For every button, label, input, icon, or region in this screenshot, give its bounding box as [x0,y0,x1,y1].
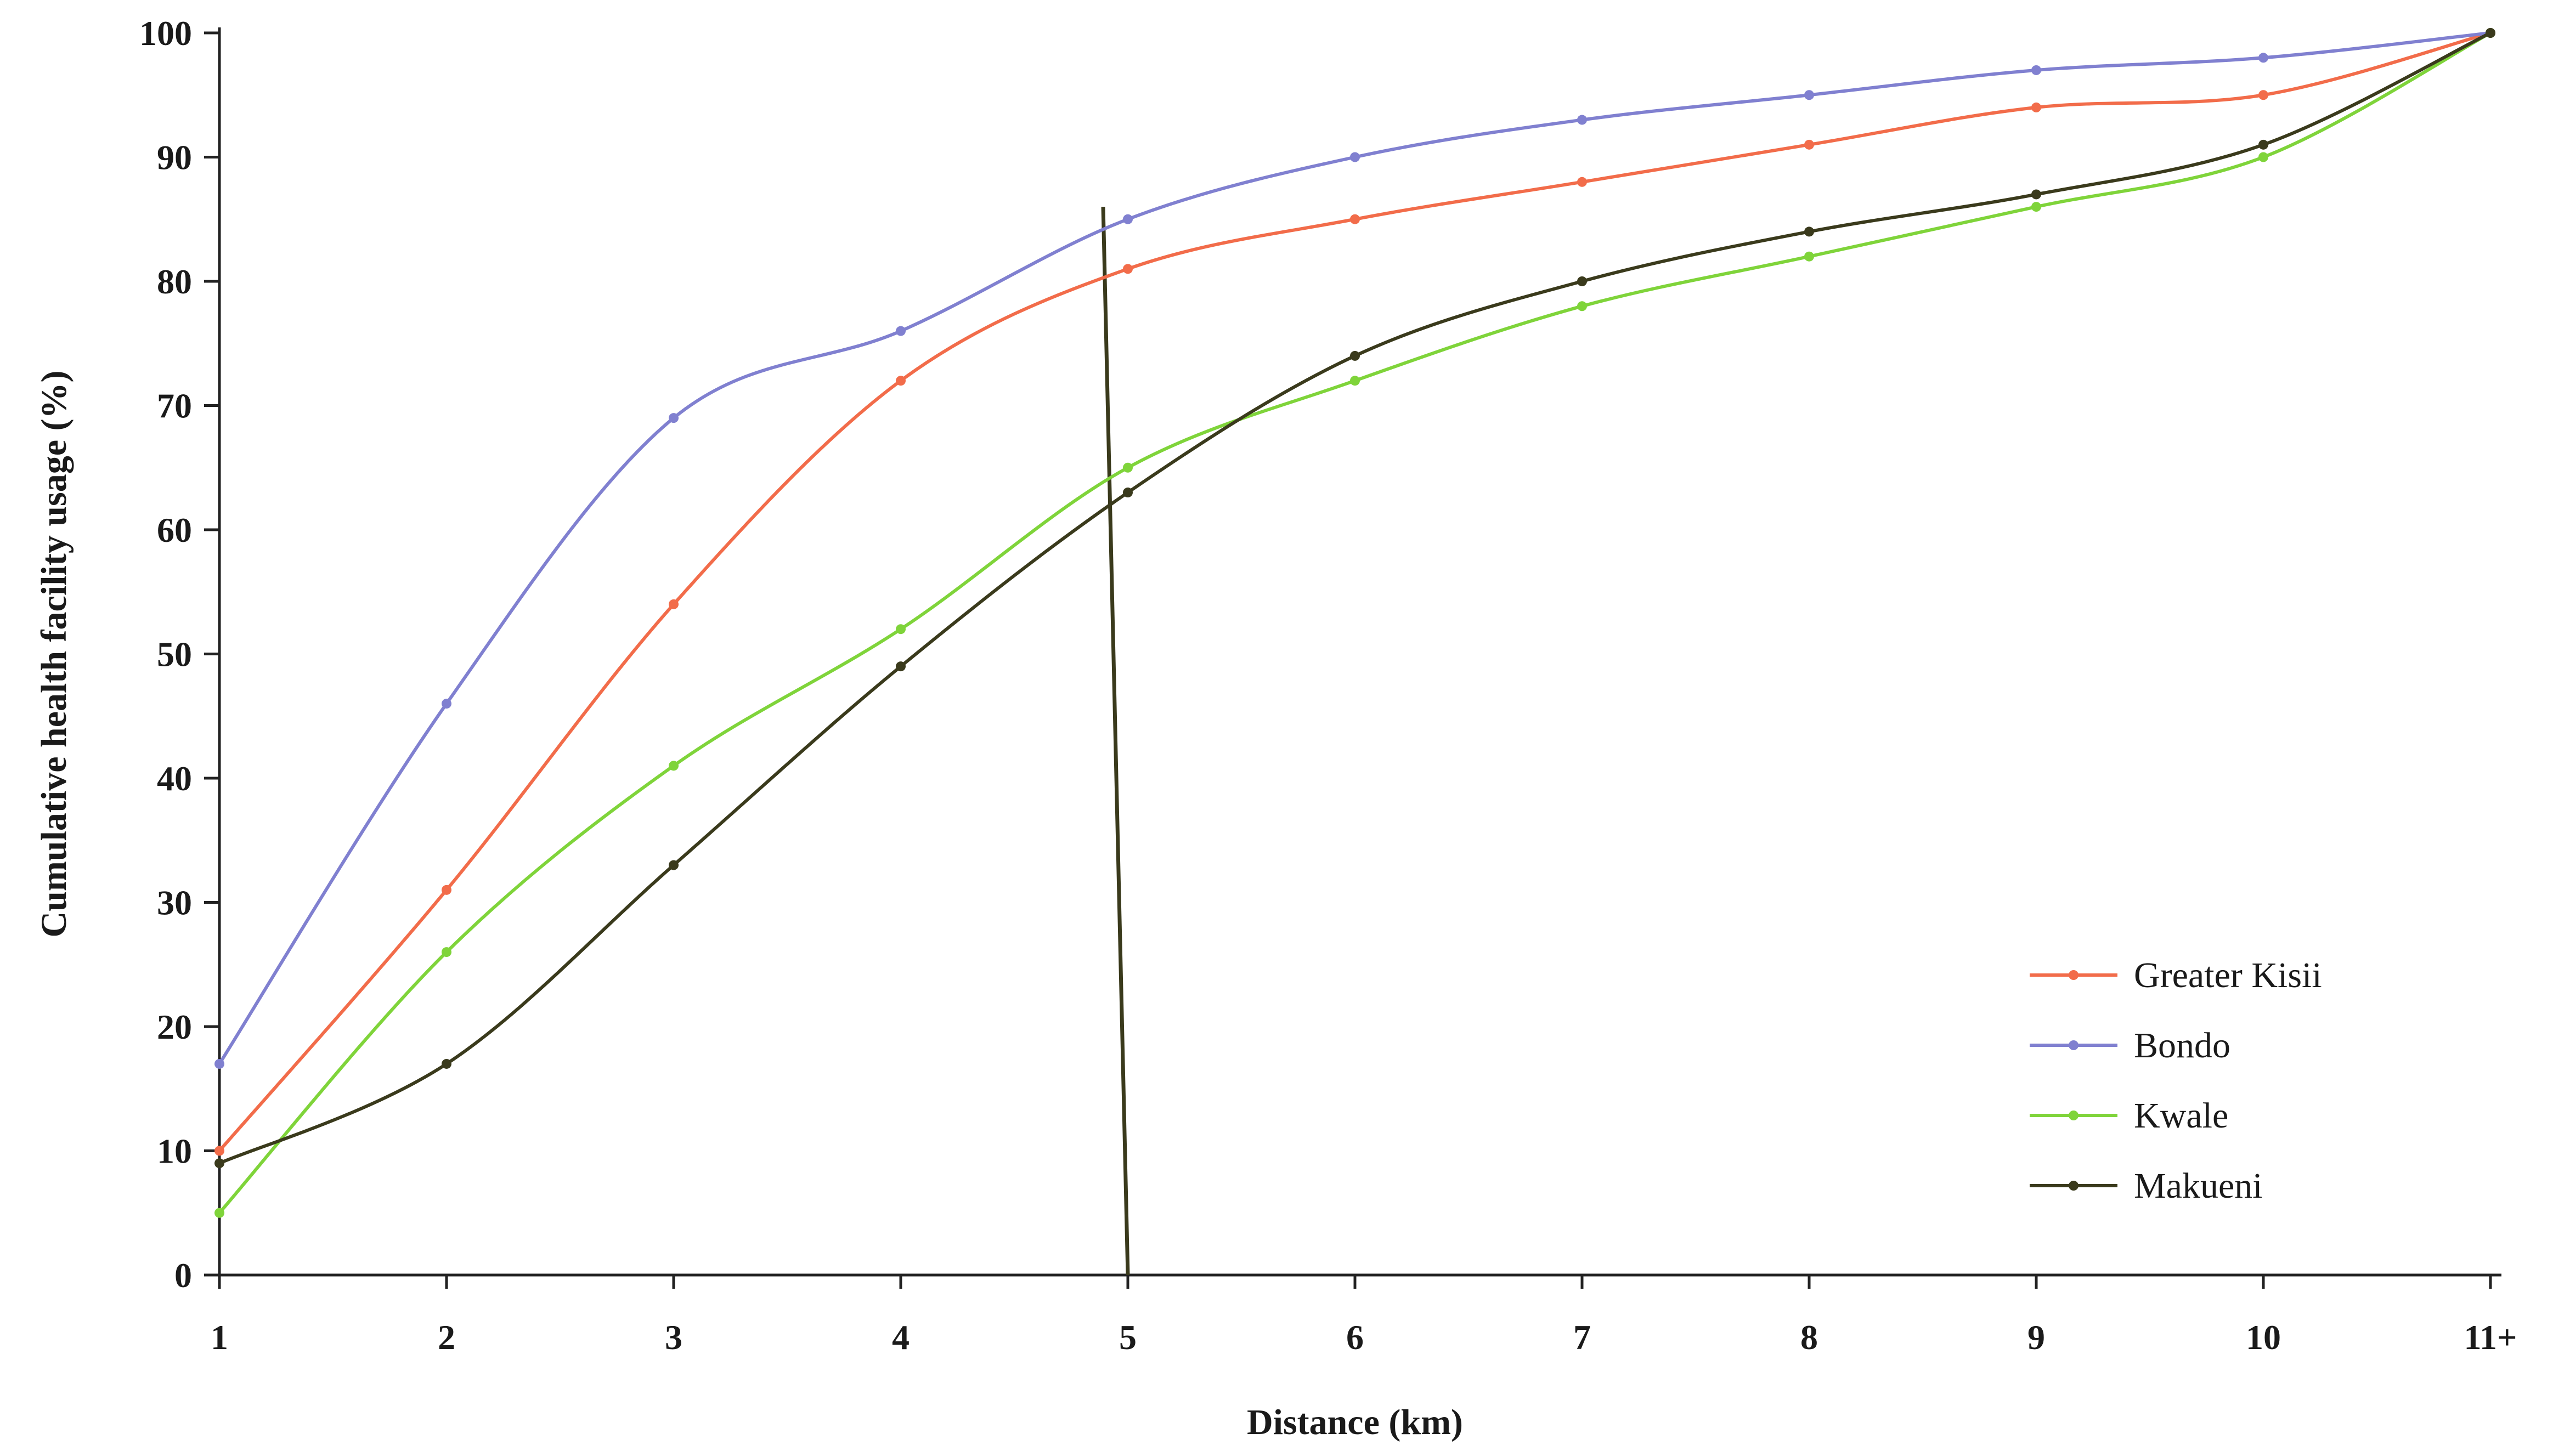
data-point-makueni [896,661,906,672]
series-makueni [214,28,2495,1169]
data-point-greater-kisii [2031,102,2041,112]
y-tick-label: 20 [157,1007,192,1046]
data-point-makueni [2258,139,2268,150]
series-line-greater-kisii [218,31,2492,1153]
legend-label: Kwale [2134,1096,2228,1136]
x-tick-label: 3 [665,1318,682,1357]
data-point-bondo [1577,115,1587,125]
data-point-greater-kisii [1577,177,1587,187]
data-point-greater-kisii [1804,139,1814,150]
legend-marker [2069,1040,2078,1050]
series-bondo [214,28,2495,1069]
legend-label: Makueni [2134,1166,2263,1206]
y-tick-label: 100 [139,14,192,53]
x-axis-title: Distance (km) [1247,1402,1463,1442]
series-line-kwale [218,31,2492,1215]
data-point-greater-kisii [896,376,906,386]
data-point-kwale [1123,462,1133,473]
data-point-bondo [2031,65,2041,75]
data-point-kwale [214,1208,224,1218]
data-point-makueni [2031,189,2041,200]
legend-marker [2069,1111,2078,1120]
data-point-makueni [214,1158,224,1169]
data-point-makueni [1804,226,1814,237]
legend-item-makueni: Makueni [2030,1166,2263,1206]
legend-marker [2069,1181,2078,1191]
y-tick-label: 0 [174,1256,192,1295]
data-point-bondo [1123,214,1133,224]
data-point-makueni [1123,488,1133,498]
data-point-greater-kisii [1123,264,1133,274]
data-point-greater-kisii [669,599,679,609]
series-kwale [214,28,2495,1218]
data-point-bondo [2258,53,2268,63]
legend-marker [2069,970,2078,980]
reference-line-group [1101,207,1130,1276]
data-point-makueni [442,1058,451,1069]
data-point-makueni [669,860,679,870]
data-point-makueni [2486,28,2495,38]
data-point-greater-kisii [2258,90,2268,100]
x-tick-label: 10 [2246,1318,2281,1357]
y-tick-label: 60 [157,511,192,549]
y-tick-label: 10 [157,1132,192,1171]
y-tick-label: 40 [157,759,192,798]
data-point-makueni [1577,276,1587,286]
x-tick-label: 11+ [2464,1318,2517,1357]
x-tick-label: 6 [1346,1318,1364,1357]
x-tick-label: 9 [2027,1318,2045,1357]
data-point-greater-kisii [442,885,451,895]
data-point-kwale [669,761,679,771]
data-point-bondo [442,699,451,709]
data-point-kwale [1350,376,1360,386]
y-tick-label: 50 [157,635,192,674]
data-point-bondo [1804,90,1814,100]
x-tick-label: 2 [438,1318,455,1357]
series-line-makueni [218,31,2492,1165]
y-axis-title: Cumulative health facility usage (%) [34,371,74,938]
x-tick-label: 5 [1119,1318,1137,1357]
data-point-bondo [214,1058,224,1069]
x-tick-label: 7 [1573,1318,1591,1357]
data-point-bondo [896,326,906,336]
legend-label: Greater Kisii [2134,955,2322,995]
data-point-greater-kisii [214,1146,224,1156]
y-tick-label: 90 [157,138,192,177]
data-point-kwale [896,624,906,634]
x-tick-label: 1 [211,1318,228,1357]
y-tick-label: 30 [157,883,192,922]
y-tick-label: 70 [157,387,192,426]
axes: 0 10 20 30 40 50 60 70 80 90 100 1 2 3 4 5 6 7 8 9 10 11+ [139,14,2517,1357]
data-point-kwale [2258,152,2268,162]
y-tick-label: 80 [157,262,192,301]
legend-label: Bondo [2134,1026,2230,1066]
data-point-bondo [1350,152,1360,162]
x-tick-label: 4 [892,1318,910,1357]
x-tick-label: 8 [1800,1318,1818,1357]
data-point-makueni [1350,350,1360,361]
data-point-kwale [1804,251,1814,262]
data-point-kwale [442,947,451,958]
reference-line-distance-5 [1101,207,1130,1276]
legend-item-kwale: Kwale [2030,1096,2228,1136]
legend-item-bondo: Bondo [2030,1026,2230,1066]
data-point-kwale [2031,202,2041,212]
series-greater-kisii [214,28,2495,1156]
data-point-bondo [669,413,679,423]
data-point-kwale [1577,301,1587,311]
series-group [214,28,2495,1218]
series-line-bondo [218,31,2492,1066]
legend: Greater Kisii Bondo Kwale Makueni [2030,955,2322,1206]
data-point-greater-kisii [1350,214,1360,224]
legend-item-greater-kisii: Greater Kisii [2030,955,2322,995]
